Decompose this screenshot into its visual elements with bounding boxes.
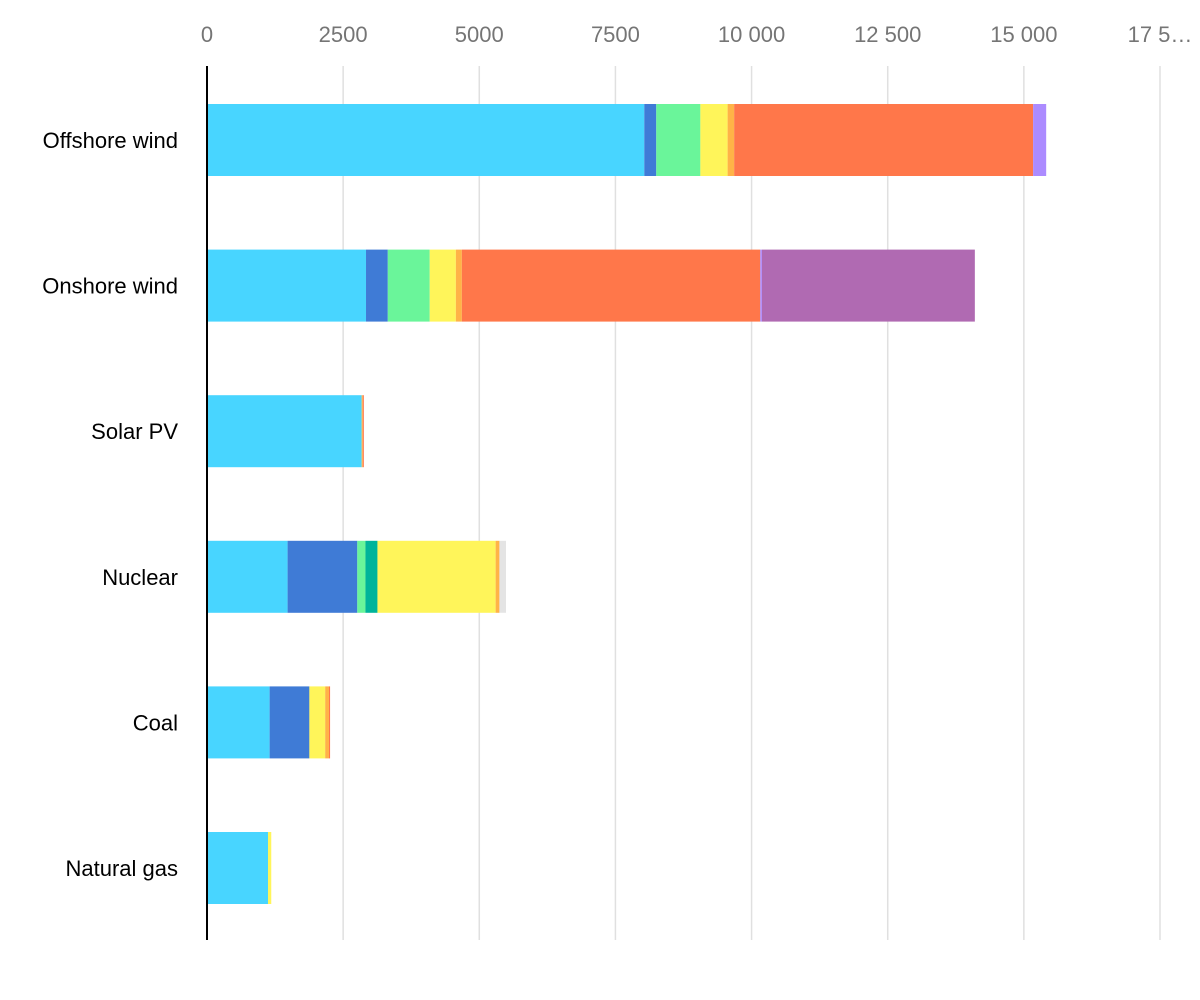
bar-segment bbox=[309, 686, 326, 759]
bar-segment bbox=[727, 104, 735, 176]
bar-segment bbox=[429, 249, 456, 322]
bar-group bbox=[207, 395, 364, 468]
bar-group bbox=[207, 104, 1047, 176]
x-tick-label: 0 bbox=[201, 22, 213, 47]
bar-segment bbox=[455, 249, 462, 322]
bar-segment bbox=[207, 104, 645, 176]
bar-segment bbox=[760, 249, 762, 322]
x-tick-label: 15 000 bbox=[990, 22, 1057, 47]
category-labels: Offshore wind Onshore wind Solar PV Nuclear… bbox=[42, 128, 178, 881]
bar-segment bbox=[377, 540, 496, 613]
category-label: Coal bbox=[133, 710, 178, 735]
bar-segment bbox=[269, 686, 310, 759]
bar-segment bbox=[325, 686, 329, 759]
bar-segment bbox=[362, 395, 364, 468]
bar-group bbox=[207, 540, 506, 613]
bar-segment bbox=[207, 395, 362, 468]
bar-segment bbox=[656, 104, 701, 176]
x-tick-label: 5000 bbox=[455, 22, 504, 47]
bar-segment bbox=[207, 686, 270, 759]
category-label: Onshore wind bbox=[42, 274, 178, 299]
bar-group bbox=[207, 686, 331, 759]
bar-segment bbox=[499, 540, 506, 613]
bar-segment bbox=[287, 540, 358, 613]
x-tick-label: 10 000 bbox=[718, 22, 785, 47]
bars bbox=[207, 104, 1047, 904]
bar-segment bbox=[734, 104, 1034, 176]
bar-segment bbox=[387, 249, 430, 322]
bar-segment bbox=[267, 832, 272, 904]
bar-group bbox=[207, 832, 272, 904]
x-tick-label: 17 5… bbox=[1128, 22, 1193, 47]
bar-segment bbox=[361, 395, 363, 468]
x-tick-label: 2500 bbox=[319, 22, 368, 47]
category-label: Nuclear bbox=[102, 565, 178, 590]
bar-segment bbox=[461, 249, 761, 322]
bar-segment bbox=[207, 832, 268, 904]
bar-segment bbox=[365, 540, 378, 613]
bar-segment bbox=[495, 540, 500, 613]
bar-segment bbox=[328, 686, 331, 759]
category-label: Natural gas bbox=[65, 856, 178, 881]
bar-segment bbox=[644, 104, 657, 176]
bar-group bbox=[207, 249, 975, 322]
category-label: Offshore wind bbox=[43, 128, 178, 153]
x-tick-labels: 0 2500 5000 7500 10 000 12 500 15 000 17 5… bbox=[201, 22, 1193, 47]
bar-segment bbox=[700, 104, 728, 176]
bar-segment bbox=[207, 540, 288, 613]
bar-segment bbox=[366, 249, 388, 322]
bar-segment bbox=[357, 540, 366, 613]
grid-lines bbox=[342, 66, 1161, 940]
bar-segment bbox=[761, 249, 975, 322]
bar-segment bbox=[1033, 104, 1047, 176]
x-tick-label: 12 500 bbox=[854, 22, 921, 47]
x-tick-label: 7500 bbox=[591, 22, 640, 47]
bar-segment bbox=[207, 249, 367, 322]
category-label: Solar PV bbox=[91, 419, 178, 444]
